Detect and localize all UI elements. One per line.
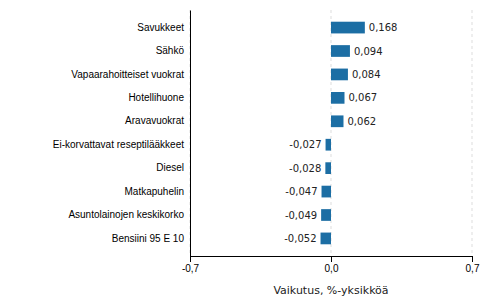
y-tick-label: Vapaarahoitteiset vuokrat [71,69,184,80]
y-tick-label: Aravavuokrat [125,115,184,126]
y-tick: Vapaarahoitteiset vuokrat [71,69,190,80]
y-tick-label: Savukkeet [137,22,184,33]
data-label: -0,027 [289,139,321,150]
x-tick: 0,0 [325,256,339,274]
x-tick-label: 0,0 [325,263,339,274]
bar [331,45,350,57]
grid [190,10,472,256]
data-label: -0,028 [289,163,321,174]
x-axis-title: Vaikutus, %-yksikköä [273,284,388,297]
y-tick: Ei-korvattavat reseptilääkkeet [53,139,190,150]
y-tick-label: Hotellihuone [128,92,184,103]
y-tick: Savukkeet [137,22,190,33]
data-label: -0,047 [285,186,317,197]
plot: -0,052 -0,049 -0,047 -0,028 -0,027 0,062 0,067… [53,10,480,274]
chart: -0,052 -0,049 -0,047 -0,028 -0,027 0,062 0,067… [0,0,492,302]
y-tick-label: Asuntolainojen keskikorko [68,209,184,220]
bar [331,92,344,104]
bar [321,233,331,245]
bar [331,69,348,81]
y-tick-label: Matkapuhelin [125,186,184,197]
data-label: 0,084 [352,69,381,80]
grid-line [190,10,191,256]
x-tick-mark [331,256,332,262]
y-tick-label: Diesel [156,162,184,173]
x-axis: -0,7 0,0 0,7 [182,256,480,274]
bar [331,22,365,34]
bar [321,209,331,221]
x-tick-mark [190,256,191,262]
x-tick-label: -0,7 [182,263,200,274]
x-tick-label: 0,7 [466,263,480,274]
y-tick: Bensiini 95 E 10 [112,233,190,244]
data-label: 0,168 [369,22,398,33]
data-labels: -0,052 -0,049 -0,047 -0,028 -0,027 0,062 0,067… [284,22,397,244]
y-tick: Asuntolainojen keskikorko [68,209,190,220]
y-tick: Diesel [156,162,190,173]
y-axis-line [190,11,191,257]
y-tick: Sähkö [156,45,190,56]
bar [325,162,331,174]
y-tick-label: Sähkö [156,45,185,56]
y-tick-label: Bensiini 95 E 10 [112,233,185,244]
bar [331,115,343,127]
bar [326,139,331,151]
data-label: 0,094 [354,46,383,57]
y-axis: Bensiini 95 E 10 Asuntolainojen keskikork… [53,11,191,257]
bar [322,186,331,198]
y-tick: Hotellihuone [128,92,190,103]
grid-line [472,10,473,256]
data-label: -0,052 [284,233,316,244]
data-label: -0,049 [285,210,317,221]
x-tick-mark [472,256,473,262]
y-tick-label: Ei-korvattavat reseptilääkkeet [53,139,184,150]
y-tick: Aravavuokrat [125,115,190,126]
x-tick: -0,7 [182,256,200,274]
x-axis-line [191,257,473,263]
data-label: 0,067 [348,92,377,103]
y-tick: Matkapuhelin [125,186,190,197]
data-label: 0,062 [347,116,376,127]
x-tick: 0,7 [466,256,480,274]
